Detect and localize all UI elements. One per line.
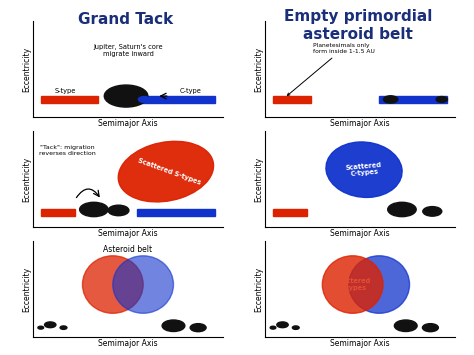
Circle shape [138,97,150,102]
Circle shape [292,326,299,329]
Circle shape [45,322,56,328]
X-axis label: Semimajor Axis: Semimajor Axis [98,339,158,348]
X-axis label: Semimajor Axis: Semimajor Axis [98,119,158,128]
X-axis label: Semimajor Axis: Semimajor Axis [330,339,390,348]
Circle shape [422,324,438,332]
Bar [137,209,215,216]
Text: Asteroid belt: Asteroid belt [103,245,153,253]
Bar [41,96,98,103]
X-axis label: Semimajor Axis: Semimajor Axis [98,229,158,238]
Circle shape [388,202,416,217]
Ellipse shape [118,141,214,202]
Bar [273,209,307,216]
Circle shape [108,205,129,216]
Bar [41,209,75,216]
Ellipse shape [82,256,143,313]
Ellipse shape [326,142,402,197]
Text: S-type: S-type [55,88,76,94]
Circle shape [423,207,442,216]
Y-axis label: Eccentricity: Eccentricity [255,267,264,312]
Circle shape [383,96,398,103]
Y-axis label: Eccentricity: Eccentricity [22,157,31,202]
Circle shape [190,324,206,332]
Circle shape [394,320,417,332]
Circle shape [270,326,276,329]
Ellipse shape [349,256,410,313]
Ellipse shape [113,256,173,313]
Bar [273,96,311,103]
Text: Empty primordial
asteroid belt: Empty primordial asteroid belt [283,9,432,43]
Circle shape [80,202,108,217]
Text: "Tack": migration
reverses direction: "Tack": migration reverses direction [39,145,96,156]
Text: Jupiter, Saturn's core
migrate inward: Jupiter, Saturn's core migrate inward [93,44,163,56]
Text: Scattered S-types: Scattered S-types [137,157,202,186]
Circle shape [60,326,67,329]
Circle shape [104,85,148,107]
Circle shape [436,97,447,102]
Text: C-type: C-type [180,88,201,94]
X-axis label: Semimajor Axis: Semimajor Axis [330,229,390,238]
X-axis label: Semimajor Axis: Semimajor Axis [330,119,390,128]
Y-axis label: Eccentricity: Eccentricity [22,267,31,312]
Y-axis label: Eccentricity: Eccentricity [22,47,31,92]
Circle shape [38,326,44,329]
Circle shape [277,322,288,328]
Bar [139,96,215,103]
Y-axis label: Eccentricity: Eccentricity [255,47,264,92]
Circle shape [162,320,185,332]
Text: Planetesimals only
form inside 1-1.5 AU: Planetesimals only form inside 1-1.5 AU [287,43,375,95]
Text: Grand Tack: Grand Tack [78,12,173,27]
Text: Scattered
C-types: Scattered C-types [346,162,383,178]
Y-axis label: Eccentricity: Eccentricity [255,157,264,202]
Bar [379,96,447,103]
Text: Scattered
S-types: Scattered S-types [335,278,371,291]
Ellipse shape [322,256,383,313]
